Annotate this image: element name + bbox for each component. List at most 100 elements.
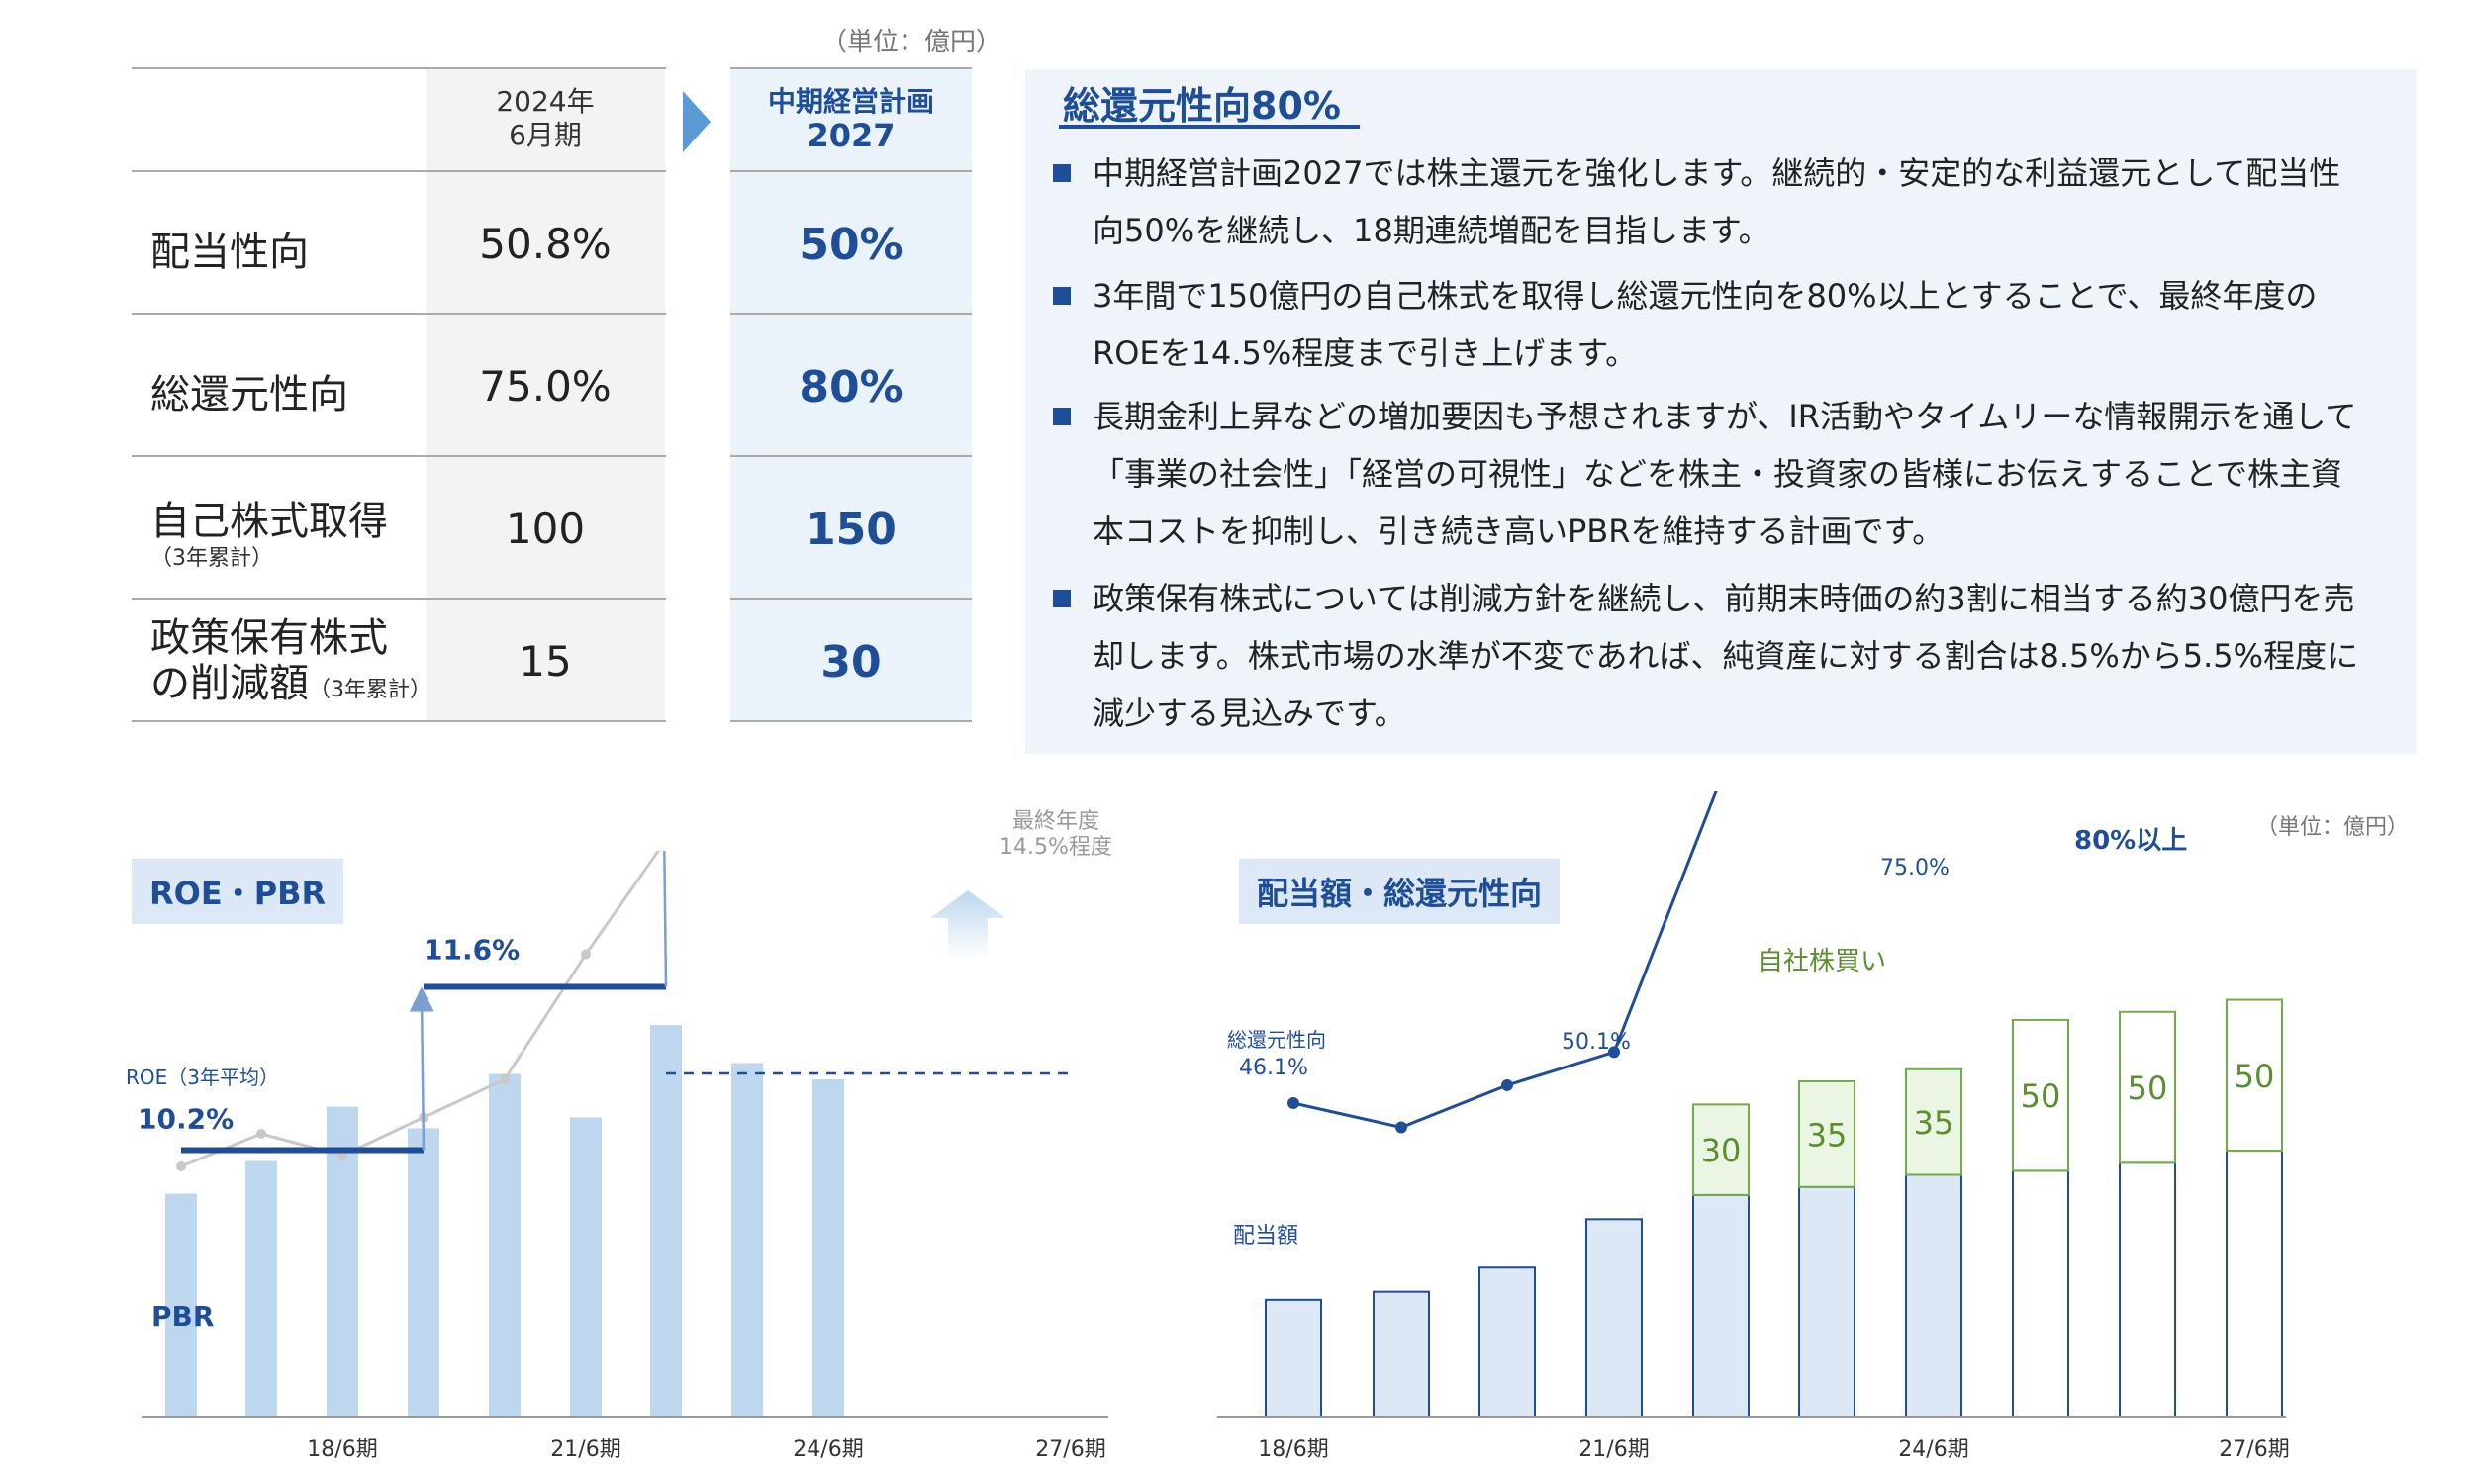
x-tick-label: 21/6期 <box>1578 1438 1649 1462</box>
row-value-2027: 30 <box>820 637 882 688</box>
pbr-bar <box>165 1193 197 1417</box>
table-line <box>730 313 972 315</box>
pbr-bar <box>731 1063 763 1417</box>
roe-3yr-avg-label: 10.2% <box>138 1103 234 1136</box>
info-bullet: 長期金利上昇などの増加要因も予想されますが、IR活動やタイムリーな情報開示を通し… <box>1093 398 2357 550</box>
x-tick-label: 27/6期 <box>1035 1438 1105 1462</box>
roe-3yr-avg-label: 11.6% <box>424 934 520 967</box>
row-label-buyback: 自己株式取得 （3年累計） <box>150 499 388 571</box>
dividend-bar <box>1798 1185 1856 1418</box>
bullet-square-icon <box>1053 287 1071 305</box>
roe-annual-point <box>256 1129 266 1139</box>
row-value-2024: 50.8% <box>479 220 612 268</box>
roe-pbr-chart: 10.2%11.6%13.7%ROE（3年平均）PBR18/6期21/6期24/… <box>126 851 1108 1462</box>
payout-target-label: 80%以上 <box>2074 826 2187 856</box>
row-value-2024: 100 <box>505 505 586 553</box>
unit-label-top: （単位：億円） <box>821 28 1002 57</box>
col-2027-bg <box>730 69 972 722</box>
row-label-total-payout: 総還元性向 <box>150 372 348 417</box>
info-box <box>1025 69 2417 754</box>
dividend-bar <box>1692 1193 1750 1418</box>
pbr-bar <box>650 1025 682 1417</box>
dividend-bar <box>1905 1173 1962 1418</box>
chart-title-roe-pbr: ROE・PBR <box>132 859 344 924</box>
buyback-value-label: 50 <box>2235 1058 2275 1095</box>
table-line <box>730 598 972 600</box>
table-line <box>132 720 666 722</box>
unit-label-right: （単位：億円） <box>2256 815 2410 840</box>
chart-title-dividend: 配当額・総還元性向 <box>1239 859 1561 924</box>
roe-annual-point <box>176 1161 186 1171</box>
roe-step-arrow <box>409 986 434 1151</box>
table-line <box>132 313 666 315</box>
x-tick-label: 18/6期 <box>1258 1438 1328 1462</box>
table-line <box>730 720 972 722</box>
row-sublabel: （3年累計） <box>150 546 273 571</box>
target-label: 最終年度 14.5%程度 <box>999 809 1112 860</box>
buyback-bar <box>1692 1103 1750 1196</box>
buyback-bar <box>2226 998 2283 1153</box>
pbr-bar <box>489 1073 521 1417</box>
pbr-bar <box>408 1128 439 1417</box>
buyback-value-label: 35 <box>1914 1104 1954 1142</box>
pbr-bar <box>812 1079 844 1417</box>
payout-ratio-point <box>1287 1097 1299 1109</box>
payout-ratio-point <box>1501 1078 1513 1091</box>
pbr-label: PBR <box>151 1300 214 1333</box>
payout-annotation: 50.1% <box>1562 1030 1631 1055</box>
dividend-bar <box>2226 1150 2283 1418</box>
x-tick-label: 21/6期 <box>550 1438 620 1462</box>
buyback-value-label: 35 <box>1807 1116 1848 1154</box>
dividend-bar <box>1265 1298 1322 1419</box>
row-value-2024: 75.0% <box>479 362 612 411</box>
bullet-square-icon <box>1053 590 1071 607</box>
table-line <box>730 67 972 69</box>
payout-ratio-point <box>1608 1046 1620 1059</box>
dividend-bar <box>1478 1266 1536 1418</box>
payout-ratio-point <box>1395 1121 1407 1134</box>
pbr-bar <box>245 1160 277 1417</box>
info-bullet: 中期経営計画2027では株主還元を強化します。継続的・安定的な利益還元として配当… <box>1093 154 2341 249</box>
buyback-value-label: 50 <box>2021 1077 2061 1115</box>
payout-annotation: 75.0% <box>1880 856 1950 881</box>
table-line <box>132 598 666 600</box>
row-label-holdings: 政策保有株式 の削減額（3年累計） <box>150 615 431 706</box>
table-line <box>132 67 666 69</box>
bullet-square-icon <box>1053 164 1071 182</box>
col-2024-header: 2024年 6月期 <box>496 85 595 151</box>
up-arrow-icon <box>930 890 1005 960</box>
roe-annual-point <box>581 949 591 960</box>
buyback-bar <box>1798 1079 1856 1188</box>
col-2024-bg <box>426 69 665 722</box>
roe-annual-point <box>500 1074 510 1084</box>
row-sublabel: （3年累計） <box>309 678 431 702</box>
bullet-square-icon <box>1053 408 1071 425</box>
dividend-bar <box>2012 1169 2069 1418</box>
col-2027-header: 中期経営計画 2027 <box>767 85 934 154</box>
x-tick-label: 18/6期 <box>307 1438 377 1462</box>
arrow-right-icon <box>683 91 711 152</box>
info-title: 総還元性向80% <box>1063 84 1341 128</box>
buyback-bar <box>1905 1067 1962 1176</box>
table-line <box>730 455 972 457</box>
pbr-bar <box>570 1117 602 1417</box>
roe-step-arrow <box>663 851 668 987</box>
roe-legend-label: ROE（3年平均） <box>126 1066 279 1089</box>
payout-start-value: 46.1% <box>1239 1056 1308 1080</box>
table-line <box>730 170 972 172</box>
row-value-2027: 80% <box>799 362 904 413</box>
buyback-legend-label: 自社株買い <box>1758 947 1886 976</box>
dividend-bar <box>1373 1290 1430 1418</box>
buyback-value-label: 30 <box>1701 1132 1742 1169</box>
row-value-2027: 50% <box>799 220 904 270</box>
buyback-bar <box>2012 1018 2069 1172</box>
dividend-chart: 30 35 35 50 50 50 総還元性向 46.1% 50.1% 75.0% 80%以上自社株… <box>1217 791 2290 1462</box>
table-line <box>132 455 666 457</box>
buyback-bar <box>2119 1010 2176 1164</box>
info-title-underline <box>1059 125 1360 129</box>
table-line <box>132 170 666 172</box>
row-value-2024: 15 <box>519 637 572 686</box>
dividend-legend-label: 配当額 <box>1233 1224 1298 1249</box>
x-tick-label: 24/6期 <box>1898 1438 1968 1462</box>
info-bullet: 政策保有株式については削減方針を継続し、前期末時価の約3割に相当する約30億円を… <box>1093 580 2359 732</box>
